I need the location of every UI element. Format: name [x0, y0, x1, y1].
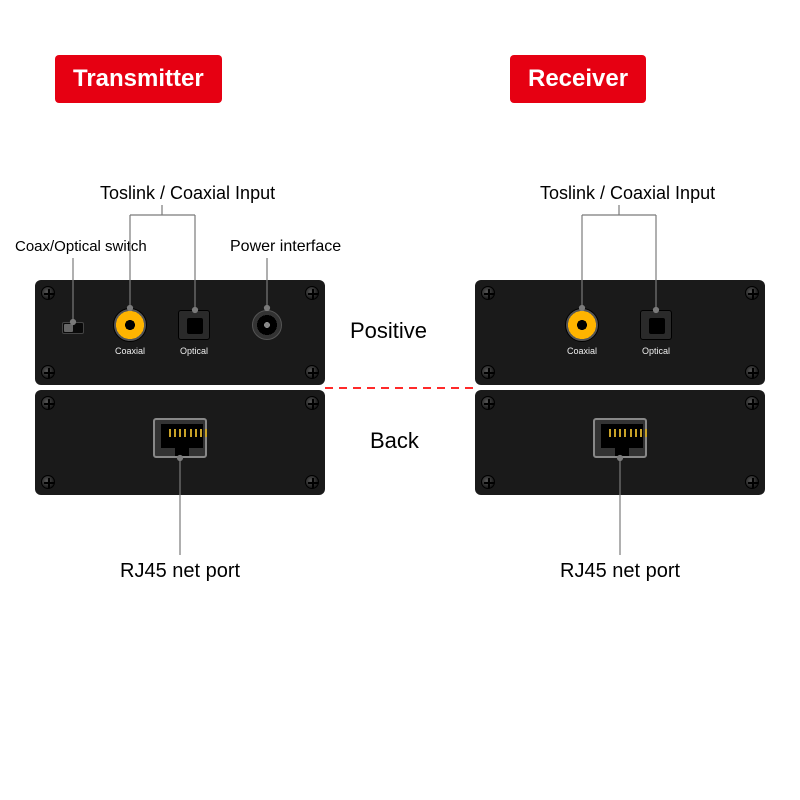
rx-front-panel	[475, 280, 765, 385]
receiver-title: Receiver	[510, 55, 646, 103]
screw-icon	[41, 286, 55, 300]
screw-icon	[745, 475, 759, 489]
screw-icon	[481, 475, 495, 489]
screw-icon	[481, 365, 495, 379]
row-label-positive: Positive	[350, 318, 427, 344]
screw-icon	[481, 286, 495, 300]
port-label-coaxial: Coaxial	[562, 346, 602, 356]
screw-icon	[305, 365, 319, 379]
port-label-optical: Optical	[174, 346, 214, 356]
optical-port-icon	[640, 310, 672, 340]
power-port-icon	[252, 310, 282, 340]
screw-icon	[481, 396, 495, 410]
callout-power: Power interface	[230, 238, 341, 256]
callout-toslink-tx: Toslink / Coaxial Input	[100, 183, 275, 204]
port-label-coaxial: Coaxial	[110, 346, 150, 356]
screw-icon	[305, 286, 319, 300]
coaxial-port-icon	[565, 308, 599, 342]
callout-rj45-rx: RJ45 net port	[560, 560, 680, 583]
screw-icon	[745, 286, 759, 300]
screw-icon	[41, 396, 55, 410]
port-label-optical: Optical	[636, 346, 676, 356]
callout-rj45-tx: RJ45 net port	[120, 560, 240, 583]
transmitter-title: Transmitter	[55, 55, 222, 103]
rj45-port-icon	[153, 418, 207, 458]
coaxial-port-icon	[113, 308, 147, 342]
row-label-back: Back	[370, 428, 419, 454]
coax-optical-switch-icon	[62, 322, 84, 334]
screw-icon	[41, 475, 55, 489]
callout-coax-optical-switch: Coax/Optical switch	[15, 238, 147, 255]
screw-icon	[745, 365, 759, 379]
callout-toslink-rx: Toslink / Coaxial Input	[540, 183, 715, 204]
screw-icon	[41, 365, 55, 379]
screw-icon	[745, 396, 759, 410]
screw-icon	[305, 475, 319, 489]
optical-port-icon	[178, 310, 210, 340]
screw-icon	[305, 396, 319, 410]
rj45-port-icon	[593, 418, 647, 458]
